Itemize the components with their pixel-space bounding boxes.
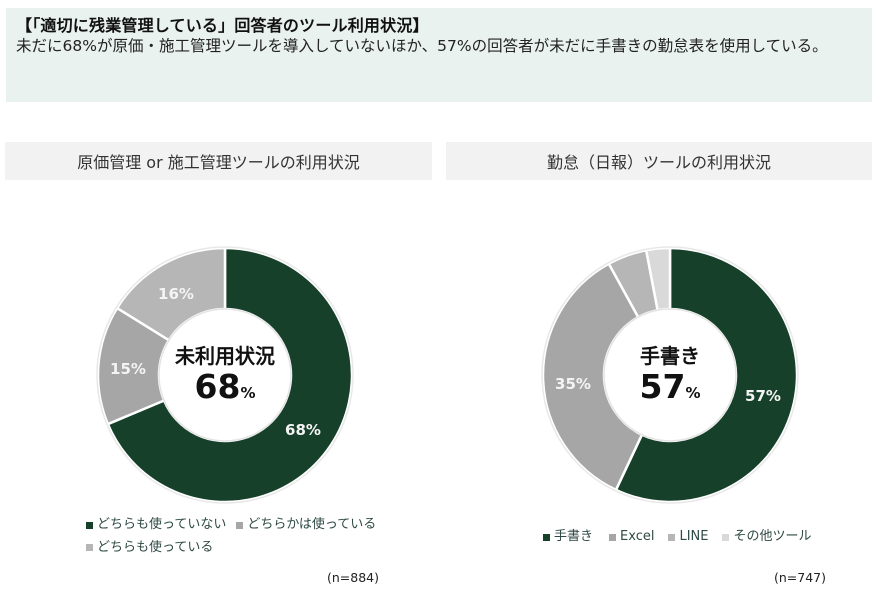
legend-label: その他ツール bbox=[733, 529, 812, 544]
legend-swatch-icon bbox=[86, 521, 93, 529]
donut-chart-cost-management bbox=[96, 246, 354, 504]
chart-title-cost-management: 原価管理 or 施工管理ツールの利用状況 bbox=[5, 142, 432, 180]
center-value-unit: % bbox=[685, 384, 701, 402]
summary-title: 【「適切に残業管理している」回答者のツール利用状況】 bbox=[16, 16, 429, 35]
center-value: 57% bbox=[610, 368, 730, 412]
sample-size-left: (n=884) bbox=[327, 570, 380, 585]
center-value: 68% bbox=[165, 368, 285, 412]
donut-center-label-left: 未利用状況 68% bbox=[165, 344, 285, 412]
legend-label: どちらも使っていない bbox=[97, 517, 227, 532]
center-value-number: 68 bbox=[194, 367, 241, 406]
summary-box: 【「適切に残業管理している」回答者のツール利用状況】 未だに68%が原価・施工管… bbox=[6, 8, 872, 102]
legend-label: 手書き bbox=[554, 529, 594, 544]
donut-outline bbox=[96, 246, 354, 504]
chart-title-attendance: 勤怠（日報）ツールの利用状況 bbox=[446, 142, 872, 180]
center-title: 手書き bbox=[640, 344, 700, 368]
legend-label: LINE bbox=[679, 529, 709, 544]
legend-swatch-icon bbox=[609, 533, 617, 541]
center-value-unit: % bbox=[240, 384, 256, 402]
center-value-number: 57 bbox=[639, 367, 686, 406]
legend-swatch-icon bbox=[668, 533, 676, 541]
legend-item: どちらも使っていない bbox=[86, 514, 226, 536]
legend-label: どちらかは使っている bbox=[247, 517, 377, 532]
summary-text: 未だに68%が原価・施工管理ツールを導入していないほか、57%の回答者が未だに手… bbox=[16, 37, 828, 55]
legend-swatch-icon bbox=[722, 533, 730, 541]
legend-item: どちらも使っている bbox=[86, 537, 213, 559]
donut-outline bbox=[541, 246, 799, 504]
legend-swatch-icon bbox=[236, 521, 244, 529]
legend-item: その他ツール bbox=[722, 526, 811, 548]
donut-hole bbox=[158, 308, 292, 442]
segment-label: 57% bbox=[745, 387, 781, 405]
segment-label: 35% bbox=[555, 375, 591, 393]
legend-item: Excel bbox=[609, 526, 654, 548]
legend-swatch-icon bbox=[543, 533, 550, 541]
sample-size-right: (n=747) bbox=[774, 570, 827, 585]
donut-chart-attendance bbox=[541, 246, 799, 504]
legend-label: Excel bbox=[620, 529, 655, 544]
legend-item: 手書き bbox=[543, 526, 593, 548]
donut-hole bbox=[603, 308, 737, 442]
legend-item: LINE bbox=[668, 526, 708, 548]
legend-cost-management: どちらも使っていない どちらかは使っている どちらも使っている bbox=[86, 514, 426, 559]
donut-center-label-right: 手書き 57% bbox=[610, 344, 730, 412]
legend-swatch-icon bbox=[86, 544, 93, 551]
legend-item: どちらかは使っている bbox=[236, 514, 376, 536]
segment-label: 68% bbox=[285, 421, 321, 439]
segment-label: 16% bbox=[158, 285, 194, 303]
legend-label: どちらも使っている bbox=[97, 539, 214, 555]
legend-attendance: 手書き Excel LINE その他ツール bbox=[543, 526, 863, 549]
center-title: 未利用状況 bbox=[175, 344, 275, 368]
segment-label: 15% bbox=[110, 360, 146, 378]
